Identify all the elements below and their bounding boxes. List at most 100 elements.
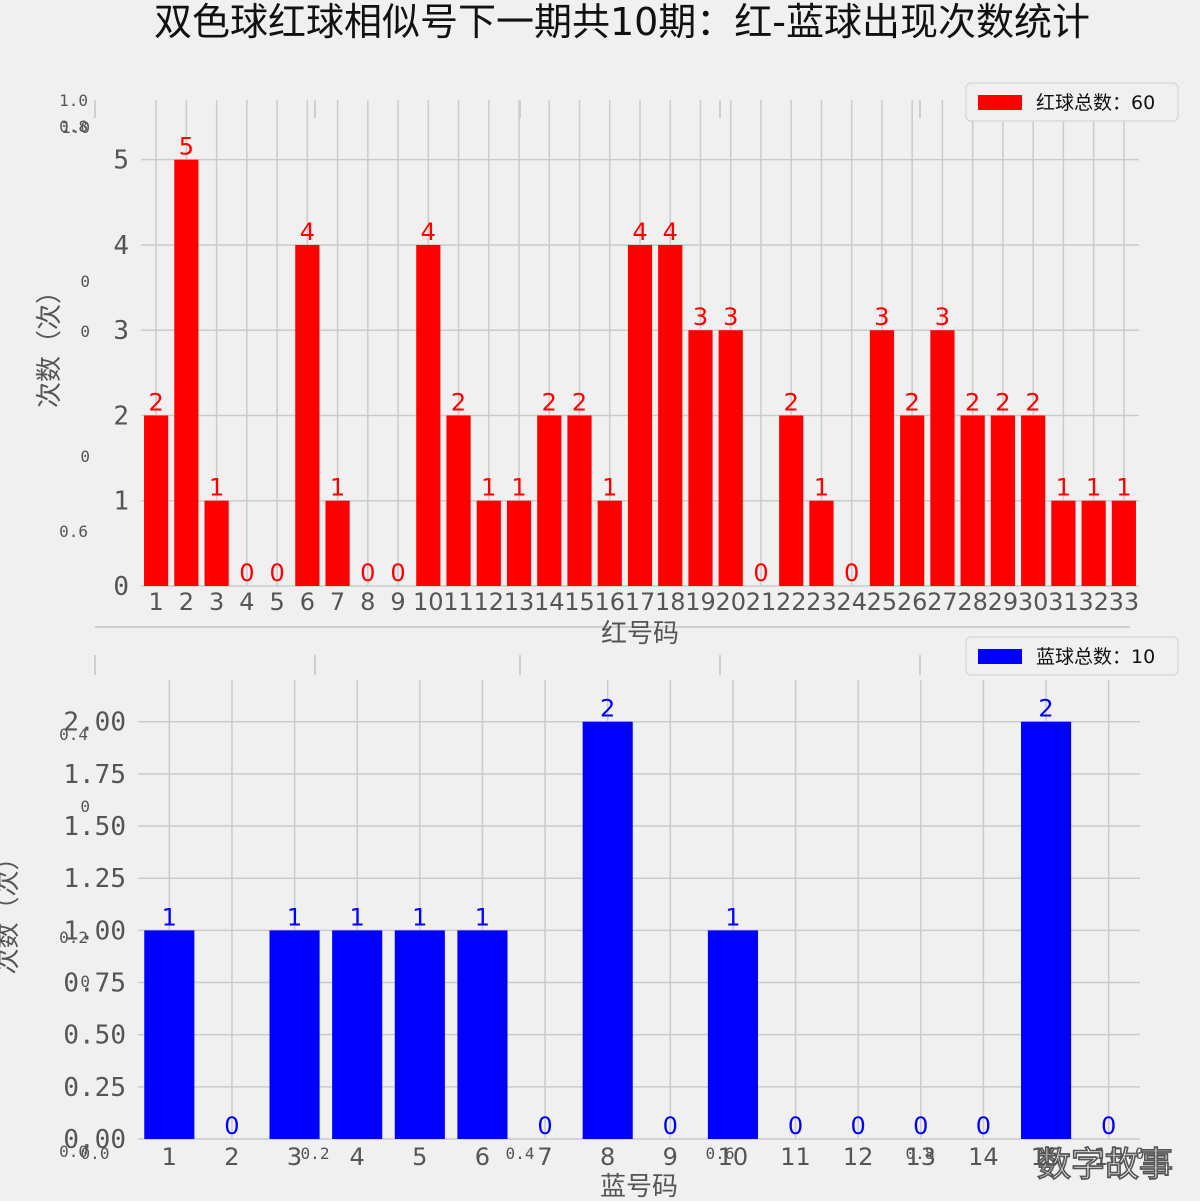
bg-x-tick-label: 0.6 <box>706 1144 735 1163</box>
bar <box>718 330 743 586</box>
legend-label: 蓝球总数：10 <box>1036 646 1155 668</box>
y-tick-label: 4 <box>113 231 129 261</box>
y-tick-label: 1.00 <box>63 916 126 946</box>
x-tick-label: 1 <box>148 588 163 616</box>
bar <box>688 330 713 586</box>
bar <box>707 930 758 1139</box>
y-tick-label: 0.25 <box>63 1073 126 1103</box>
bar-value-label: 2 <box>572 388 587 416</box>
bg-y-tick-fragment: 1.0 <box>61 118 90 137</box>
x-tick-label: 7 <box>330 588 345 616</box>
chart-title: 双色球红球相似号下一期共10期：红-蓝球出现次数统计 <box>154 0 1090 44</box>
x-tick-label: 29 <box>988 588 1019 616</box>
bar <box>144 415 169 586</box>
bar-value-label: 2 <box>784 388 799 416</box>
bar-value-label: 1 <box>350 903 365 931</box>
bg-x-tick-label: 0.0 <box>81 1144 110 1163</box>
legend-swatch <box>978 95 1022 110</box>
bar-value-label: 2 <box>451 388 466 416</box>
x-tick-label: 27 <box>927 588 958 616</box>
x-tick-label: 9 <box>390 588 405 616</box>
bar-value-label: 0 <box>239 559 254 587</box>
y-tick-label: 0 <box>113 572 129 602</box>
x-tick-label: 31 <box>1048 588 1079 616</box>
x-axis-label: 蓝号码 <box>600 1172 678 1201</box>
x-tick-label: 1 <box>162 1143 177 1171</box>
bar-value-label: 1 <box>511 474 526 502</box>
x-tick-label: 11 <box>443 588 474 616</box>
bar-value-label: 0 <box>753 559 768 587</box>
y-tick-label: 0.50 <box>63 1021 126 1051</box>
bar-value-label: 2 <box>905 388 920 416</box>
bar-value-label: 3 <box>935 303 950 331</box>
bar-value-label: 3 <box>723 303 738 331</box>
bar-value-label: 2 <box>1026 388 1041 416</box>
bar <box>332 930 383 1139</box>
bg-y-tick-fragment: 0 <box>80 322 90 341</box>
legend-box <box>965 82 1179 122</box>
bar-value-label: 1 <box>287 903 302 931</box>
bar <box>174 159 199 586</box>
legend: 红球总数：60 <box>965 82 1179 122</box>
legend-box <box>965 636 1179 676</box>
x-tick-label: 4 <box>239 588 254 616</box>
bar-value-label: 5 <box>179 133 194 161</box>
x-tick-label: 10 <box>413 588 444 616</box>
bar-value-label: 2 <box>542 388 557 416</box>
bg-y-tick-label: 0.6 <box>59 522 88 541</box>
bar-value-label: 2 <box>1038 695 1053 723</box>
bar <box>144 930 195 1139</box>
bar <box>325 500 350 586</box>
x-tick-label: 32 <box>1078 588 1109 616</box>
bar-value-label: 1 <box>162 903 177 931</box>
bar <box>597 500 622 586</box>
bar <box>582 721 633 1139</box>
x-tick-label: 2 <box>224 1143 239 1171</box>
bar <box>269 930 320 1139</box>
x-tick-label: 3 <box>209 588 224 616</box>
legend: 蓝球总数：10 <box>965 636 1179 676</box>
bar-value-label: 1 <box>814 474 829 502</box>
bg-y-tick-label: 0.8 <box>59 117 88 136</box>
x-tick-label: 17 <box>625 588 656 616</box>
bar <box>1021 721 1072 1139</box>
bar <box>394 930 445 1139</box>
bar <box>1081 500 1106 586</box>
bar <box>627 244 653 586</box>
bg-y-tick-label: 0.0 <box>59 1142 88 1161</box>
x-tick-label: 5 <box>269 588 284 616</box>
x-tick-label: 19 <box>685 588 716 616</box>
bar <box>1051 500 1076 586</box>
bar-value-label: 0 <box>269 559 284 587</box>
y-tick-label: 3 <box>113 316 129 346</box>
x-tick-label: 33 <box>1109 588 1140 616</box>
x-tick-label: 15 <box>1031 1143 1062 1171</box>
x-tick-label: 5 <box>412 1143 427 1171</box>
bg-y-tick-fragment: 0 <box>80 447 90 466</box>
y-tick-label: 1.25 <box>63 864 126 894</box>
bg-y-tick-label: 1.0 <box>59 91 88 110</box>
bar-value-label: 0 <box>976 1112 991 1140</box>
bar-value-label: 1 <box>412 903 427 931</box>
x-tick-label: 30 <box>1018 588 1049 616</box>
x-tick-label: 14 <box>534 588 565 616</box>
bar <box>1021 415 1046 586</box>
bar-value-label: 4 <box>421 218 436 246</box>
bg-y-tick-label: 0.2 <box>59 928 88 947</box>
bar <box>446 415 471 586</box>
bar-value-label: 4 <box>300 218 315 246</box>
x-tick-label: 3 <box>287 1143 302 1171</box>
bar <box>416 244 441 586</box>
bar-value-label: 3 <box>874 303 889 331</box>
bar <box>567 415 592 586</box>
y-tick-label: 2.00 <box>63 708 126 738</box>
bar <box>537 415 562 586</box>
x-tick-label: 18 <box>655 588 686 616</box>
bg-x-tick-label: 0.2 <box>301 1144 330 1163</box>
bar <box>1111 500 1136 586</box>
bar-value-label: 0 <box>913 1112 928 1140</box>
bar-value-label: 0 <box>360 559 375 587</box>
x-tick-label: 11 <box>780 1143 811 1171</box>
x-tick-label: 21 <box>746 588 777 616</box>
